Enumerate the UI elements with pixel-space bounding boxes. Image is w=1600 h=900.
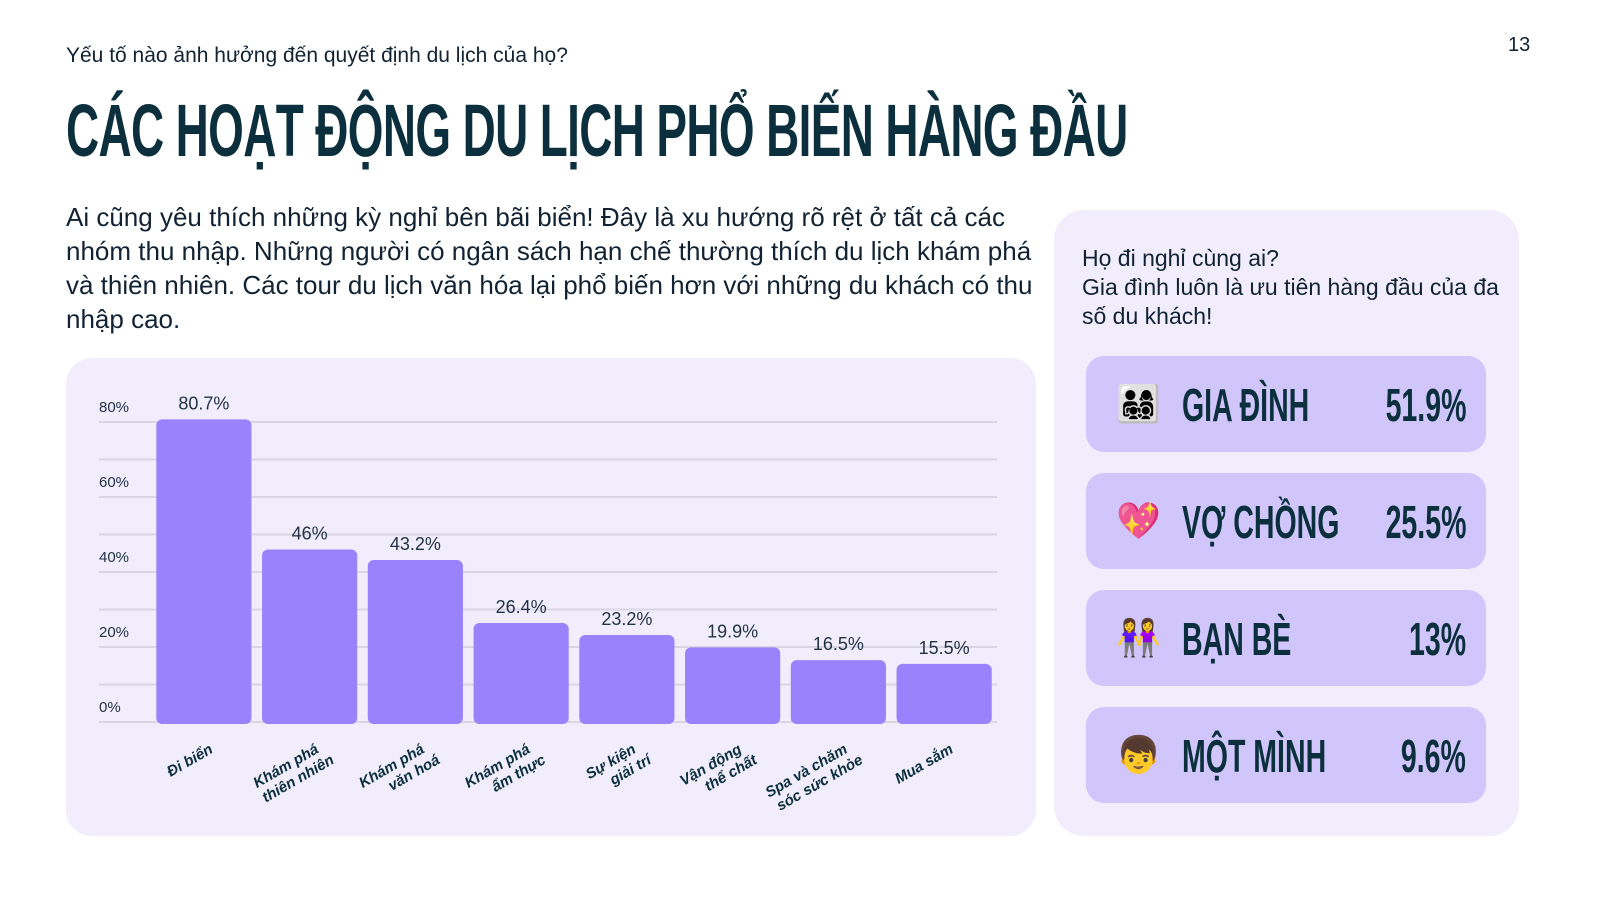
data-label: 23.2% [601,609,652,629]
companion-value: 13% [1408,613,1466,665]
two-women-holding-hands-icon: 👭 [1116,617,1161,658]
y-tick-label: 40% [99,549,129,566]
companion-label: BẠN BÈ [1182,613,1292,665]
intro-text: Ai cũng yêu thích những kỳ nghỉ bên bãi … [66,202,1033,334]
bar [262,549,358,724]
data-label: 16.5% [813,634,864,654]
companion-label: VỢ CHỒNG [1182,496,1340,548]
data-label: 46% [292,524,328,544]
bar [685,647,781,724]
bar [896,663,992,724]
boy-icon: 👦 [1116,734,1161,775]
bar [156,419,252,724]
x-tick-label: Sự kiệngiải trí [583,736,656,798]
companion-label: GIA ĐÌNH [1182,379,1310,431]
kicker: Yếu tố nào ảnh hưởng đến quyết định du l… [66,44,568,67]
companion-value: 51.9% [1385,379,1466,431]
companion-card: 💖 VỢ CHỒNG 25.5% [1086,473,1486,569]
data-label: 43.2% [390,534,441,554]
y-tick-label: 0% [99,699,121,716]
chart-panel: 0% 20% 40% 60% 80% 80.7% Đi biển 46% Khám pháthi… [66,358,1036,836]
data-label: 19.9% [707,621,758,641]
family-icon: 👨‍👩‍👧‍👦 [1116,383,1161,424]
bar [367,560,463,724]
companion-value: 9.6% [1400,730,1466,782]
companion-label: MỘT MÌNH [1182,730,1327,782]
sparkling-heart-icon: 💖 [1116,500,1161,541]
companion-card: 👭 BẠN BÈ 13% [1086,590,1486,686]
x-tick-label: Khám phávăn hoá [356,737,443,807]
bar [790,660,886,724]
bar [579,635,675,724]
x-tick-label: Đi biển [164,741,216,781]
bar [473,623,569,724]
companion-question: Họ đi nghỉ cùng ai? Gia đình luôn là ưu … [1082,245,1499,329]
data-label: 80.7% [178,393,229,413]
x-tick-label: Khám pháthiên nhiên [250,737,337,807]
companion-card: 👦 MỘT MÌNH 9.6% [1086,707,1486,803]
data-label: 15.5% [919,638,970,658]
companion-panel: Họ đi nghỉ cùng ai? Gia đình luôn là ưu … [1054,210,1519,836]
x-tick-label: Mua sắm [892,740,957,788]
page-number: 13 [1508,34,1531,56]
y-tick-label: 20% [99,624,129,641]
page-title: CÁC HOẠT ĐỘNG DU LỊCH PHỔ BIẾN HÀNG ĐẦU [66,89,1128,172]
companion-value: 25.5% [1385,496,1466,548]
x-tick-label: Spa và chămsóc sức khỏe [762,737,865,816]
y-tick-label: 80% [99,399,129,416]
x-tick-label: Khám pháẩm thực [462,736,549,806]
companion-card: 👨‍👩‍👧‍👦 GIA ĐÌNH 51.9% [1086,356,1486,452]
data-label: 26.4% [496,597,547,617]
y-tick-label: 60% [99,474,129,491]
x-tick-label: Vận độngthể chất [677,736,761,804]
bar-chart: 0% 20% 40% 60% 80% 80.7% Đi biển 46% Khám pháthi… [99,393,997,816]
